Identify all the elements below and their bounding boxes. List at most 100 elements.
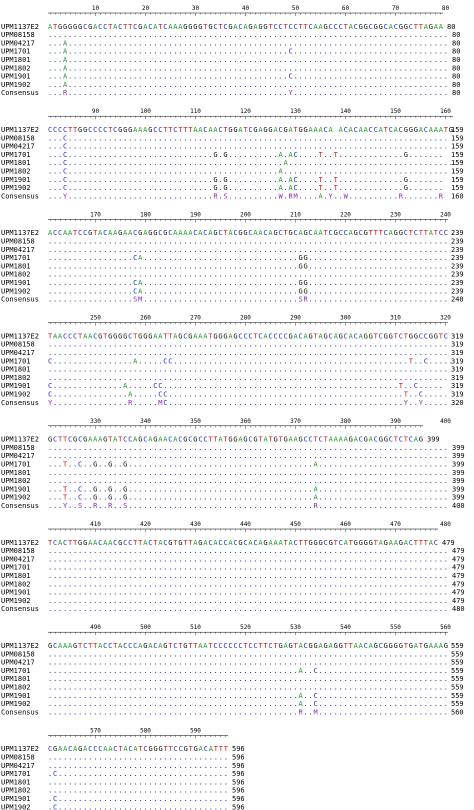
residue-count: 239 <box>451 238 464 246</box>
sequence-name: UPM08158 <box>1 547 35 555</box>
position-tick-label: 460 <box>340 521 351 528</box>
position-tick-label: 570 <box>90 727 101 734</box>
position-tick-label: 430 <box>190 521 201 528</box>
residue-count: 479 <box>452 547 465 555</box>
sequence-name: UPM08158 <box>1 444 35 452</box>
residue-count: 80 <box>452 64 460 72</box>
position-tick-label: 590 <box>190 727 201 734</box>
residue-count: 159 <box>451 151 464 159</box>
sequence-name: UPM1801 <box>1 675 31 683</box>
residue-count: 559 <box>451 675 464 683</box>
position-tick-label: 100 <box>140 108 151 115</box>
sequence-name: UPM1137E2 <box>1 332 39 340</box>
residue-count: 319 <box>451 391 464 399</box>
aligned-sequence: C................A.....CC...............… <box>48 357 453 365</box>
aligned-sequence: ...A....................................… <box>48 39 448 47</box>
position-tick-label: 530 <box>290 624 301 631</box>
position-tick-label: 310 <box>390 315 401 322</box>
aligned-sequence: C..............A.....CC.................… <box>48 382 443 390</box>
sequence-name: UPM1801 <box>1 572 31 580</box>
aligned-sequence: ...T..C..G..G..G........................… <box>48 494 448 502</box>
position-tick-label: 400 <box>440 418 451 425</box>
consensus-sequence: .................SM.....................… <box>48 296 448 304</box>
sequence-name: UPM1802 <box>1 580 31 588</box>
aligned-sequence: .................................... <box>48 778 228 786</box>
sequence-name: UPM1902 <box>1 184 31 192</box>
position-tick-label: 500 <box>140 624 151 631</box>
sequence-name: UPM08158 <box>1 134 35 142</box>
position-tick-label: 520 <box>240 624 251 631</box>
sequence-name: UPM1801 <box>1 366 31 374</box>
residue-count: 479 <box>452 589 465 597</box>
residue-count: 399 <box>452 452 465 460</box>
residue-count: 399 <box>452 461 465 469</box>
sequence-name: Consensus <box>1 399 39 407</box>
sequence-name: UPM1137E2 <box>1 745 39 753</box>
residue-count: 559 <box>451 700 464 708</box>
sequence-name: UPM1901 <box>1 279 31 287</box>
residue-count: 479 <box>452 564 465 572</box>
position-tick-label: 270 <box>190 315 201 322</box>
position-tick-label: 140 <box>340 108 351 115</box>
sequence-name: UPM1901 <box>1 176 31 184</box>
sequence-name: UPM1801 <box>1 469 31 477</box>
position-tick-label: 360 <box>240 418 251 425</box>
residue-count: 399 <box>452 477 465 485</box>
residue-count: 479 <box>452 555 465 563</box>
sequence-name: UPM1137E2 <box>1 229 39 237</box>
sequence-name: UPM1802 <box>1 684 31 692</box>
residue-count: 240 <box>451 296 464 304</box>
aligned-sequence: CCCCTTGGCCCCTCGGGAAAGCCTTCTTTAACAACTGGAT… <box>48 126 453 134</box>
sequence-name: UPM08158 <box>1 341 35 349</box>
aligned-sequence: CGAACAGACCCAACTACATCGGGTTCCGTGACATTT <box>48 745 229 753</box>
residue-count: 596 <box>232 770 245 778</box>
residue-count: 159 <box>451 168 464 176</box>
residue-count: 400 <box>452 502 465 510</box>
sequence-name: UPM1902 <box>1 287 31 295</box>
sequence-name: UPM1802 <box>1 374 31 382</box>
position-tick-label: 390 <box>390 418 401 425</box>
sequence-name: UPM1701 <box>1 48 31 56</box>
aligned-sequence: ........................................… <box>48 262 448 270</box>
sequence-name: UPM1137E2 <box>1 642 39 650</box>
residue-count: 596 <box>232 745 245 753</box>
position-tick-label: 110 <box>190 108 201 115</box>
aligned-sequence: ...A....................................… <box>48 81 448 89</box>
residue-count: 596 <box>232 762 245 770</box>
position-tick-label: 20 <box>142 5 150 12</box>
sequence-name: UPM08158 <box>1 31 35 39</box>
residue-count: 80 <box>452 48 460 56</box>
aligned-sequence: ........................................… <box>48 366 448 374</box>
sequence-name: UPM1801 <box>1 159 31 167</box>
residue-count: 319 <box>451 349 464 357</box>
aligned-sequence: ...T..C..G..G..G........................… <box>48 485 448 493</box>
position-tick-label: 40 <box>242 5 250 12</box>
position-tick-label: 80 <box>442 5 450 12</box>
residue-count: 479 <box>452 572 465 580</box>
residue-count: 80 <box>452 56 460 64</box>
aligned-sequence: ...C.............................G.G....… <box>48 151 443 159</box>
sequence-name: UPM1701 <box>1 254 31 262</box>
aligned-sequence: GCAAAGTCTTACCTACCCAGACAGTCTGTTAATCCCCCCT… <box>48 642 448 650</box>
sequence-name: UPM08158 <box>1 238 35 246</box>
residue-count: 596 <box>232 778 245 786</box>
residue-count: 80 <box>452 73 460 81</box>
sequence-name: UPM1901 <box>1 692 31 700</box>
residue-count: 399 <box>452 444 465 452</box>
aligned-sequence: ........................................… <box>48 452 448 460</box>
alignment-block: 10 20 30 40 50 60 70 80 UPM1137E2 ATGGGGGCGACCTAC… <box>1 5 460 97</box>
position-tick-label: 220 <box>340 211 351 218</box>
residue-count: 239 <box>451 279 464 287</box>
residue-count: 596 <box>232 787 245 795</box>
aligned-sequence: ........................................… <box>48 31 448 39</box>
aligned-sequence: ........................................… <box>48 580 448 588</box>
sequence-name: UPM04217 <box>1 762 35 770</box>
position-tick-label: 120 <box>240 108 251 115</box>
position-tick-label: 60 <box>342 5 350 12</box>
alignment-block: 490 500 510 520 530 540 550 560 UPM1137E2 GCAAAGT… <box>1 624 464 716</box>
aligned-sequence: .................................... <box>48 787 228 795</box>
consensus-sequence: ...R....................................… <box>48 89 448 97</box>
position-tick-label: 130 <box>290 108 301 115</box>
sequence-name: UPM1801 <box>1 778 31 786</box>
residue-count: 399 <box>452 494 465 502</box>
